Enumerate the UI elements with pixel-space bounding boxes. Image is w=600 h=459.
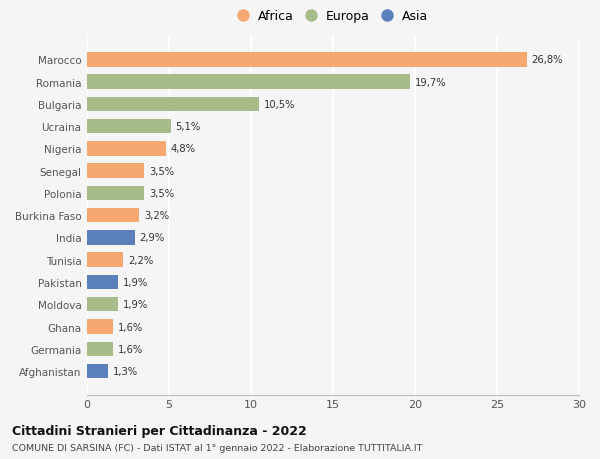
Text: 10,5%: 10,5% <box>264 100 296 110</box>
Bar <box>87 297 118 312</box>
Bar <box>87 120 170 134</box>
Bar <box>87 364 109 379</box>
Text: 2,9%: 2,9% <box>139 233 165 243</box>
Text: 1,6%: 1,6% <box>118 322 143 332</box>
Bar <box>87 53 527 67</box>
Bar <box>87 97 259 112</box>
Text: 3,2%: 3,2% <box>145 211 170 221</box>
Bar <box>87 319 113 334</box>
Bar <box>87 164 145 179</box>
Text: 1,3%: 1,3% <box>113 366 139 376</box>
Text: 1,6%: 1,6% <box>118 344 143 354</box>
Text: 4,8%: 4,8% <box>170 144 196 154</box>
Text: 2,2%: 2,2% <box>128 255 153 265</box>
Text: 3,5%: 3,5% <box>149 166 175 176</box>
Text: 1,9%: 1,9% <box>123 300 148 309</box>
Bar <box>87 275 118 290</box>
Legend: Africa, Europa, Asia: Africa, Europa, Asia <box>234 6 432 27</box>
Bar <box>87 253 123 268</box>
Bar <box>87 208 139 223</box>
Text: COMUNE DI SARSINA (FC) - Dati ISTAT al 1° gennaio 2022 - Elaborazione TUTTITALIA: COMUNE DI SARSINA (FC) - Dati ISTAT al 1… <box>12 443 422 452</box>
Bar <box>87 231 134 245</box>
Bar <box>87 75 410 90</box>
Text: 19,7%: 19,7% <box>415 78 446 87</box>
Text: 26,8%: 26,8% <box>532 55 563 65</box>
Text: 3,5%: 3,5% <box>149 189 175 198</box>
Bar <box>87 142 166 157</box>
Text: 5,1%: 5,1% <box>176 122 201 132</box>
Text: Cittadini Stranieri per Cittadinanza - 2022: Cittadini Stranieri per Cittadinanza - 2… <box>12 425 307 437</box>
Bar <box>87 186 145 201</box>
Bar <box>87 342 113 356</box>
Text: 1,9%: 1,9% <box>123 277 148 287</box>
